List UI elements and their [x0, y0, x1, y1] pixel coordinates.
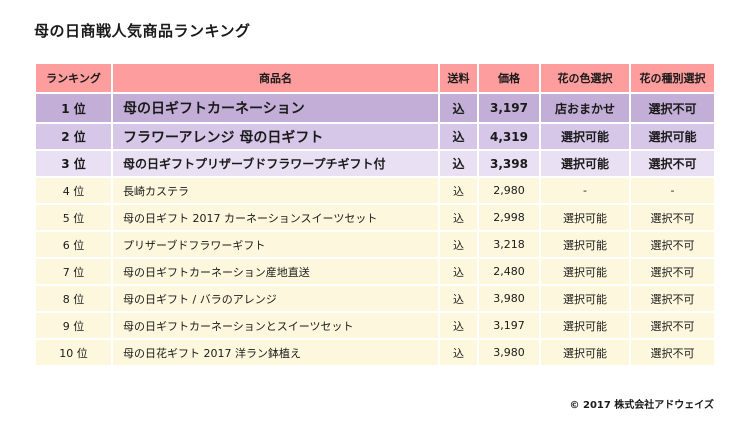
table-row: 6 位 プリザーブドフラワーギフト 込 3,218 選択可能 選択不可	[36, 232, 714, 257]
rank-cell: 2 位	[36, 124, 111, 149]
flower-color-cell: 店おまかせ	[541, 94, 629, 122]
column-header-flower-type: 花の種別選択	[631, 64, 714, 92]
table-row: 3 位 母の日ギフトプリザーブドフラワープチギフト付 込 3,398 選択可能 …	[36, 151, 714, 176]
product-name-cell: 母の日花ギフト 2017 洋ラン鉢植え	[113, 340, 438, 365]
table-row: 7 位 母の日ギフトカーネーション産地直送 込 2,480 選択可能 選択不可	[36, 259, 714, 284]
column-header-flower-color: 花の色選択	[541, 64, 629, 92]
shipping-cell: 込	[440, 178, 477, 203]
shipping-cell: 込	[440, 232, 477, 257]
flower-color-cell: 選択可能	[541, 259, 629, 284]
price-cell: 3,980	[479, 286, 539, 311]
product-name-cell: フラワーアレンジ 母の日ギフト	[113, 124, 438, 149]
rank-cell: 6 位	[36, 232, 111, 257]
flower-color-cell: 選択可能	[541, 124, 629, 149]
page-title: 母の日商戦人気商品ランキング	[34, 22, 251, 40]
rank-cell: 3 位	[36, 151, 111, 176]
price-cell: 2,480	[479, 259, 539, 284]
flower-type-cell: 選択不可	[631, 259, 714, 284]
product-name-cell: 長崎カステラ	[113, 178, 438, 203]
column-header-rank: ランキング	[36, 64, 111, 92]
copyright-notice: © 2017 株式会社アドウェイズ	[569, 400, 715, 411]
table-row: 4 位 長崎カステラ 込 2,980 - -	[36, 178, 714, 203]
price-cell: 3,398	[479, 151, 539, 176]
flower-type-cell: 選択可能	[631, 124, 714, 149]
rank-cell: 4 位	[36, 178, 111, 203]
product-name-cell: 母の日ギフト 2017 カーネーションスイーツセット	[113, 205, 438, 230]
shipping-cell: 込	[440, 205, 477, 230]
shipping-cell: 込	[440, 340, 477, 365]
product-name-cell: 母の日ギフトプリザーブドフラワープチギフト付	[113, 151, 438, 176]
table-row: 8 位 母の日ギフト / バラのアレンジ 込 3,980 選択可能 選択不可	[36, 286, 714, 311]
column-header-product: 商品名	[113, 64, 438, 92]
price-cell: 3,197	[479, 94, 539, 122]
rank-cell: 9 位	[36, 313, 111, 338]
product-name-cell: 母の日ギフトカーネーション	[113, 94, 438, 122]
price-cell: 2,998	[479, 205, 539, 230]
flower-type-cell: 選択不可	[631, 340, 714, 365]
rank-cell: 8 位	[36, 286, 111, 311]
shipping-cell: 込	[440, 151, 477, 176]
shipping-cell: 込	[440, 94, 477, 122]
flower-type-cell: 選択不可	[631, 286, 714, 311]
shipping-cell: 込	[440, 259, 477, 284]
flower-type-cell: 選択不可	[631, 232, 714, 257]
price-cell: 3,980	[479, 340, 539, 365]
flower-color-cell: 選択可能	[541, 286, 629, 311]
flower-color-cell: -	[541, 178, 629, 203]
product-name-cell: 母の日ギフト / バラのアレンジ	[113, 286, 438, 311]
flower-type-cell: -	[631, 178, 714, 203]
price-cell: 2,980	[479, 178, 539, 203]
column-header-shipping: 送料	[440, 64, 477, 92]
flower-type-cell: 選択不可	[631, 94, 714, 122]
product-name-cell: 母の日ギフトカーネーションとスイーツセット	[113, 313, 438, 338]
rank-cell: 5 位	[36, 205, 111, 230]
table-row: 2 位 フラワーアレンジ 母の日ギフト 込 4,319 選択可能 選択可能	[36, 124, 714, 149]
price-cell: 3,197	[479, 313, 539, 338]
flower-color-cell: 選択可能	[541, 205, 629, 230]
flower-type-cell: 選択不可	[631, 151, 714, 176]
table-header-row: ランキング 商品名 送料 価格 花の色選択 花の種別選択	[36, 64, 714, 92]
flower-color-cell: 選択可能	[541, 313, 629, 338]
flower-type-cell: 選択不可	[631, 313, 714, 338]
rank-cell: 1 位	[36, 94, 111, 122]
price-cell: 3,218	[479, 232, 539, 257]
table-row: 1 位 母の日ギフトカーネーション 込 3,197 店おまかせ 選択不可	[36, 94, 714, 122]
flower-type-cell: 選択不可	[631, 205, 714, 230]
price-cell: 4,319	[479, 124, 539, 149]
ranking-table: ランキング 商品名 送料 価格 花の色選択 花の種別選択 1 位 母の日ギフトカ…	[34, 62, 716, 367]
shipping-cell: 込	[440, 124, 477, 149]
flower-color-cell: 選択可能	[541, 151, 629, 176]
table-row: 9 位 母の日ギフトカーネーションとスイーツセット 込 3,197 選択可能 選…	[36, 313, 714, 338]
table-row: 10 位 母の日花ギフト 2017 洋ラン鉢植え 込 3,980 選択可能 選択…	[36, 340, 714, 365]
column-header-price: 価格	[479, 64, 539, 92]
product-name-cell: プリザーブドフラワーギフト	[113, 232, 438, 257]
shipping-cell: 込	[440, 286, 477, 311]
table-row: 5 位 母の日ギフト 2017 カーネーションスイーツセット 込 2,998 選…	[36, 205, 714, 230]
rank-cell: 10 位	[36, 340, 111, 365]
product-name-cell: 母の日ギフトカーネーション産地直送	[113, 259, 438, 284]
flower-color-cell: 選択可能	[541, 232, 629, 257]
shipping-cell: 込	[440, 313, 477, 338]
rank-cell: 7 位	[36, 259, 111, 284]
flower-color-cell: 選択可能	[541, 340, 629, 365]
